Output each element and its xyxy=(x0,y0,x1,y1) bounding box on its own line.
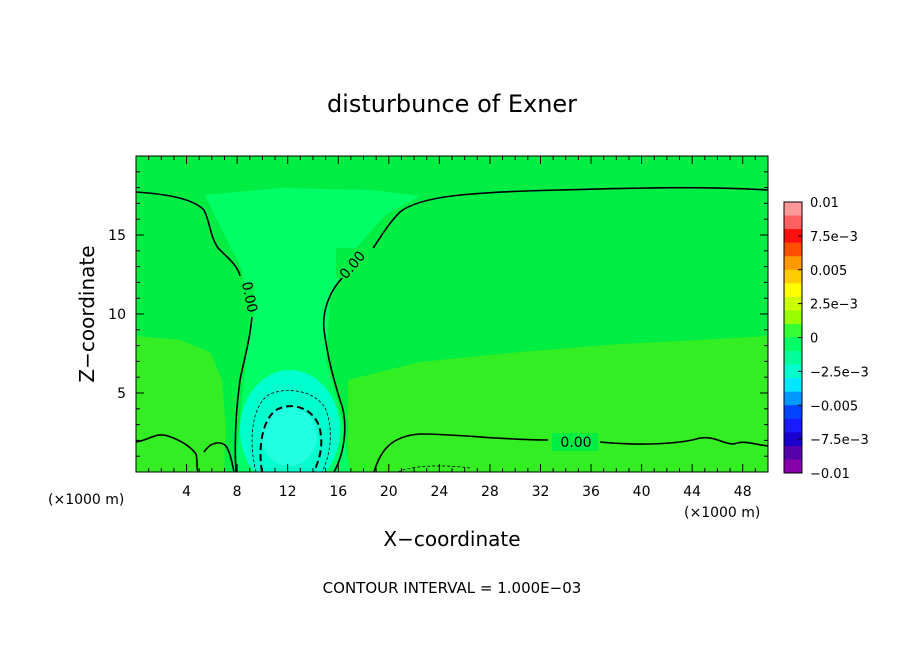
contour-neg-inner xyxy=(259,405,323,472)
x-tick-label: 24 xyxy=(430,484,448,500)
contour-label-left: 0.00 xyxy=(238,280,260,314)
contour-labels: 0.00 0.00 0.00 xyxy=(230,248,598,451)
positive-band-right xyxy=(348,336,768,472)
x-unit-right: (×1000 m) xyxy=(684,505,760,521)
contour-zero-bottom-right xyxy=(373,433,549,472)
x-tick-label: 16 xyxy=(329,484,347,500)
contour-interval-note: CONTOUR INTERVAL = 1.000E−03 xyxy=(323,579,582,597)
colorbar-tick-label: −0.005 xyxy=(810,399,858,414)
x-tick-label: 4 xyxy=(182,484,191,500)
y-tick-label: 15 xyxy=(108,228,126,244)
contour-neg-bottom xyxy=(397,465,471,472)
contour-zero-bottom-left xyxy=(136,434,199,472)
colorbar-tick-label: 0.005 xyxy=(810,264,847,279)
colorbar-swatch xyxy=(784,269,802,284)
x-tick-label: 36 xyxy=(582,484,600,500)
contour-lines xyxy=(136,186,768,472)
y-tick-label: 10 xyxy=(108,307,126,323)
colorbar-swatch xyxy=(784,310,802,325)
colorbar-swatch xyxy=(784,337,802,352)
colorbar-tick-label: 7.5e−3 xyxy=(810,230,858,245)
colorbar-swatch xyxy=(784,459,802,474)
colorbar-swatch xyxy=(784,364,802,379)
negative-core-inner xyxy=(261,406,317,466)
colorbar-tick-label: −7.5e−3 xyxy=(810,433,869,448)
x-tick-label: 20 xyxy=(380,484,398,500)
x-tick-label: 44 xyxy=(683,484,701,500)
positive-band-left xyxy=(136,336,226,472)
colorbar-swatch xyxy=(784,242,802,257)
contour-zero-left-down xyxy=(234,315,253,472)
colorbar-swatch xyxy=(784,405,802,420)
x-tick-label: 8 xyxy=(233,484,242,500)
contour-zero-top xyxy=(136,191,241,277)
colorbar-swatch xyxy=(784,432,802,447)
plot-field xyxy=(136,156,768,472)
colorbar-swatch xyxy=(784,323,802,338)
y-tick-label: 5 xyxy=(117,386,126,402)
colorbar-tick-label: 0.01 xyxy=(810,196,839,211)
x-unit-left: (×1000 m) xyxy=(48,492,124,508)
colorbar-swatch xyxy=(784,296,802,311)
colorbar-swatch xyxy=(784,391,802,406)
x-axis-label: X−coordinate xyxy=(383,527,520,551)
x-tick-label: 48 xyxy=(734,484,752,500)
x-tick-label: 40 xyxy=(633,484,651,500)
contour-zero-bottom-right-b xyxy=(599,436,768,447)
contour-zero-middle-upper xyxy=(371,186,768,251)
contour-zero-middle xyxy=(322,275,346,472)
colorbar-tick-label: −2.5e−3 xyxy=(810,365,869,380)
colorbar-swatch xyxy=(784,445,802,460)
colorbar-swatch xyxy=(784,378,802,393)
x-tick-label: 28 xyxy=(481,484,499,500)
colorbar-tick-label: −0.01 xyxy=(810,467,850,482)
colorbar-swatch xyxy=(784,418,802,433)
colorbar-swatch xyxy=(784,202,802,217)
chart-title: disturbunce of Exner xyxy=(327,90,577,118)
colorbar-swatch xyxy=(784,256,802,271)
x-axis: 4 8 12 16 20 24 28 32 36 40 44 48 xyxy=(148,156,756,500)
colorbar-swatch xyxy=(784,351,802,366)
colorbar-swatch xyxy=(784,283,802,298)
colorbar: 0.01 7.5e−3 0.005 2.5e−3 0 −2.5e−3 −0.005 −7.5e… xyxy=(783,196,869,482)
colorbar-swatch xyxy=(784,229,802,244)
x-tick-label: 12 xyxy=(279,484,297,500)
x-tick-label: 32 xyxy=(532,484,550,500)
y-axis: 5 10 15 xyxy=(108,171,768,457)
colorbar-swatch xyxy=(784,215,802,230)
y-axis-label: Z−coordinate xyxy=(75,245,99,382)
colorbar-tick-label: 0 xyxy=(810,332,818,347)
contour-zero-notch xyxy=(203,442,235,472)
contour-label-bottom: 0.00 xyxy=(560,435,591,451)
colorbar-tick-label: 2.5e−3 xyxy=(810,298,858,313)
